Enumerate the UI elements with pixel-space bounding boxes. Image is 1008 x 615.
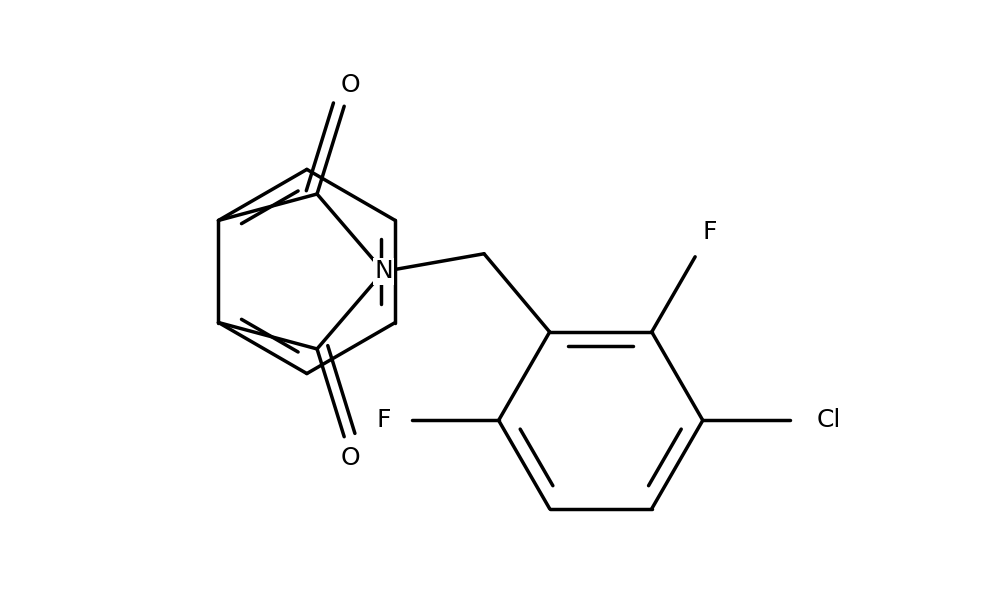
Text: N: N	[374, 260, 393, 284]
Text: O: O	[341, 446, 361, 470]
Text: F: F	[703, 220, 717, 244]
Text: F: F	[376, 408, 390, 432]
Text: O: O	[341, 73, 361, 97]
Text: Cl: Cl	[816, 408, 841, 432]
